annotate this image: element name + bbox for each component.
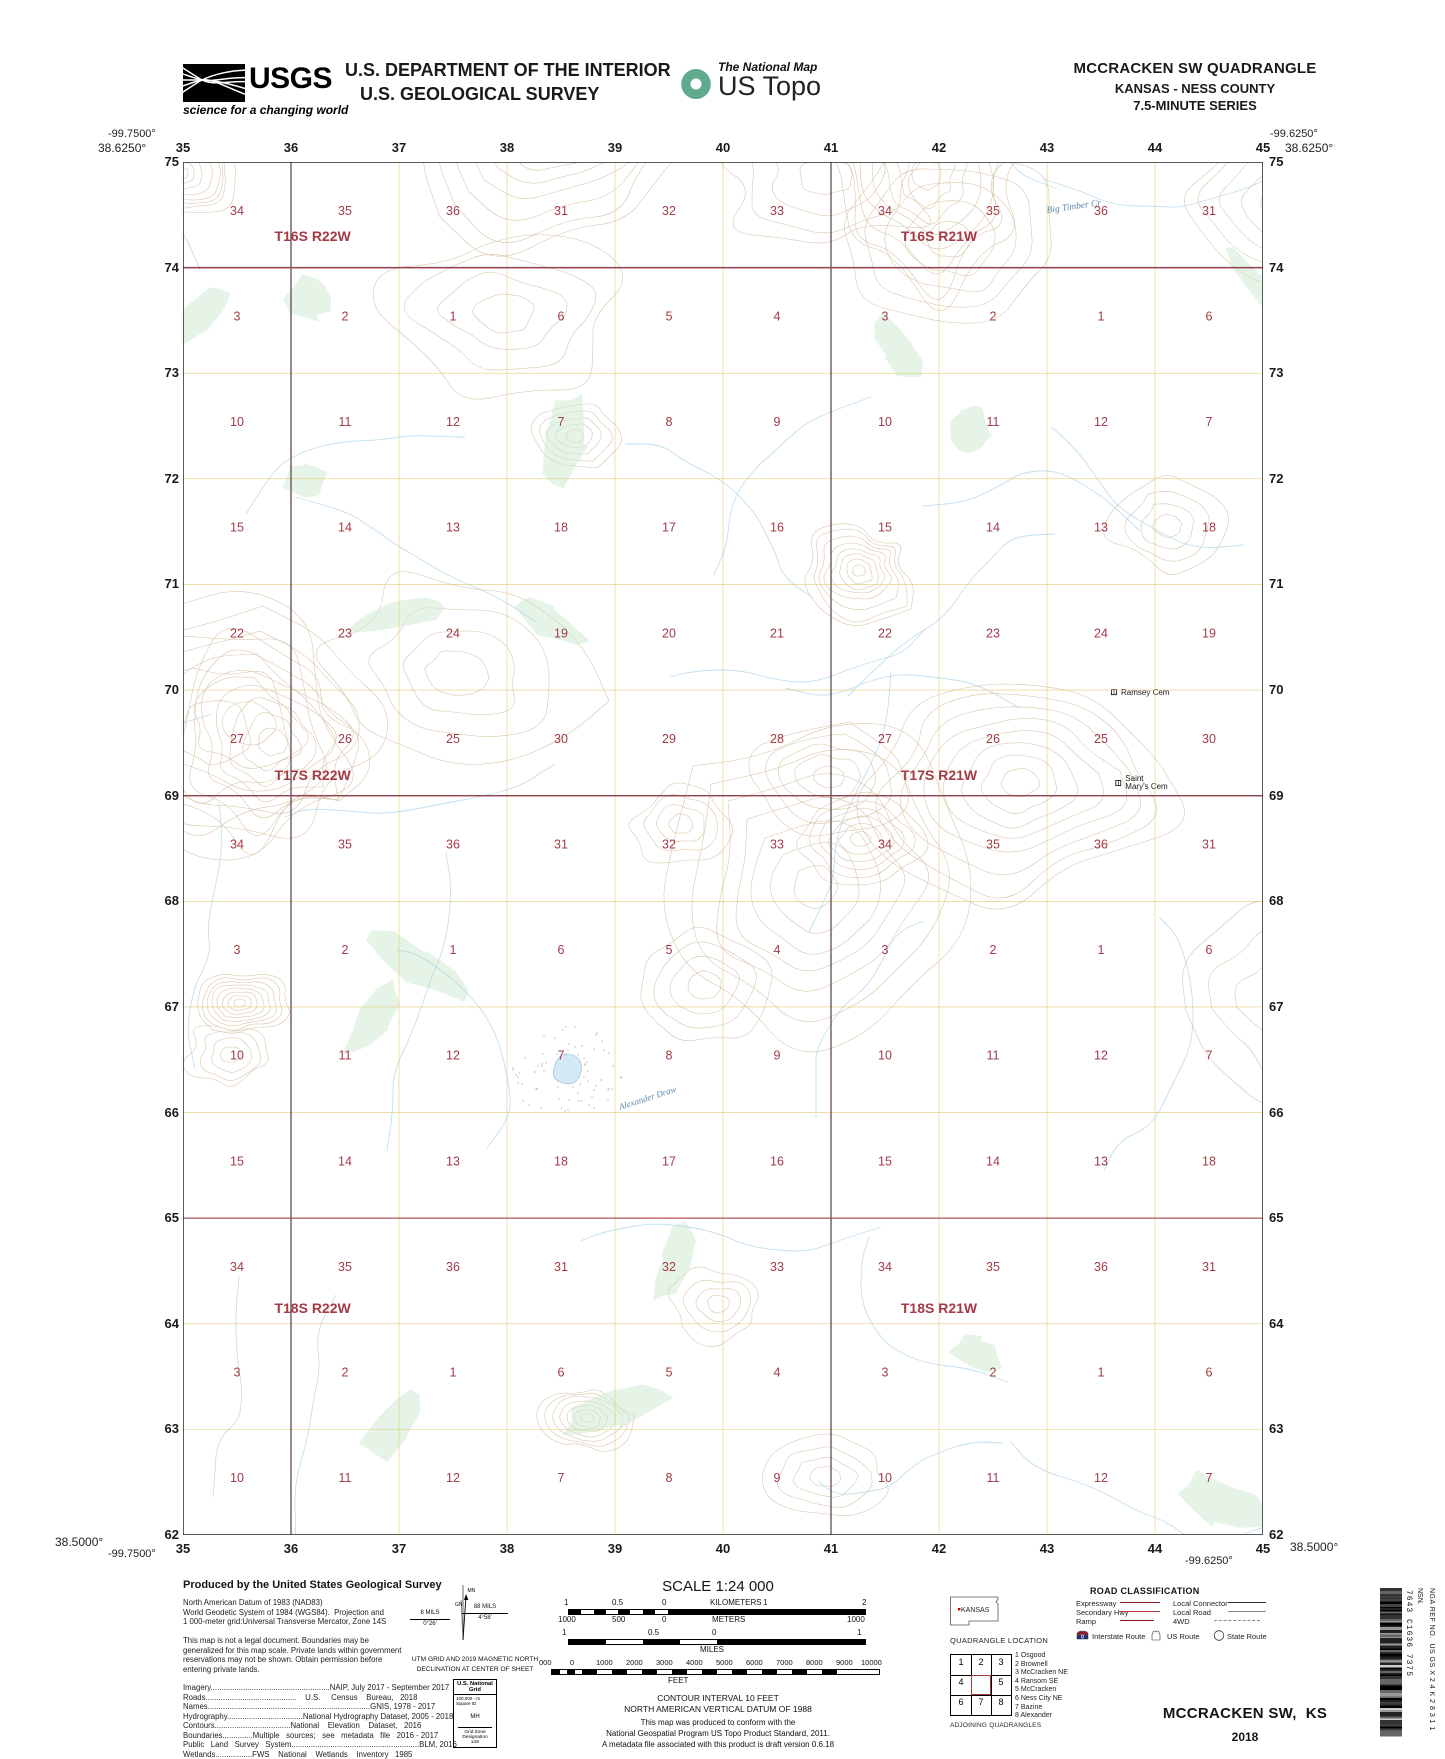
svg-text:0: 0 <box>1081 1634 1084 1640</box>
svg-text:MN: MN <box>468 1588 476 1594</box>
